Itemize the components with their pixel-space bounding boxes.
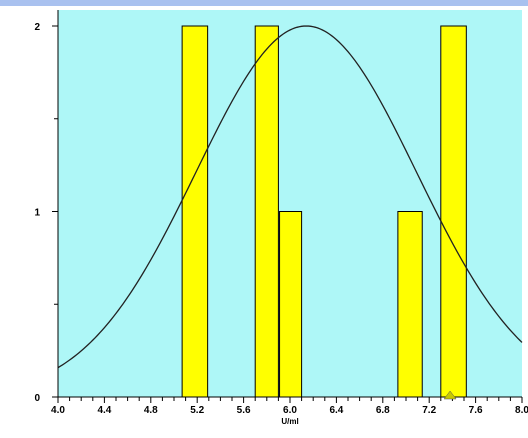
x-tick-label: 4.4 <box>97 405 111 416</box>
marker-triangle-icon <box>443 390 457 400</box>
bar-1 <box>254 25 279 398</box>
bars <box>181 25 467 398</box>
x-axis-label: U/ml <box>281 417 298 426</box>
bar-2 <box>279 211 303 398</box>
x-tick-label: 7.6 <box>469 405 483 416</box>
bar-4 <box>440 25 467 398</box>
axes <box>52 10 523 403</box>
bar-3 <box>397 211 423 398</box>
top-border-band <box>0 0 528 6</box>
x-tick-label: 8.0 <box>515 405 528 416</box>
y-tick-label: 0 <box>34 393 40 404</box>
x-tick-label: 4.8 <box>144 405 158 416</box>
x-tick-label: 5.6 <box>237 405 251 416</box>
x-tick-label: 5.2 <box>190 405 204 416</box>
x-tick-label: 7.2 <box>422 405 436 416</box>
y-tick-labels: 0 1 2 <box>34 22 40 404</box>
x-tick-label: 6.0 <box>283 405 297 416</box>
bar-0 <box>181 25 209 398</box>
x-tick-label: 6.4 <box>329 405 343 416</box>
normal-curve <box>57 25 523 369</box>
x-tick-label: 4.0 <box>51 405 65 416</box>
y-tick-label: 1 <box>34 208 40 219</box>
y-tick-label: 2 <box>34 22 40 33</box>
x-tick-label: 6.8 <box>376 405 390 416</box>
x-tick-labels: 4.0 4.4 4.8 5.2 5.6 6.0 6.4 6.8 7.2 7.6 8.0 <box>51 405 528 416</box>
